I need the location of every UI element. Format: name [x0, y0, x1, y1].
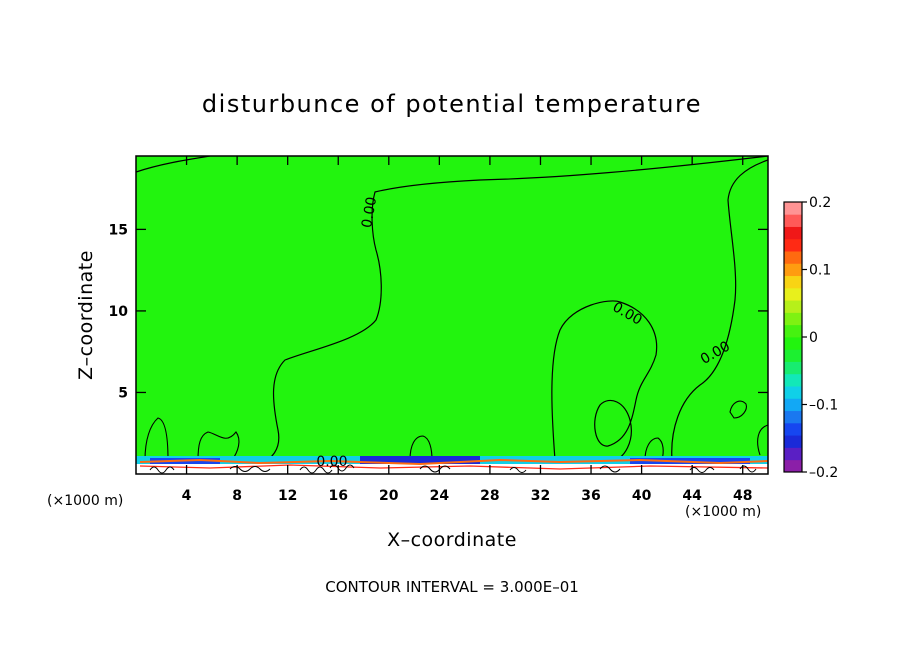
small-contour-c1 — [644, 437, 664, 461]
plot-background — [136, 156, 768, 474]
zero-contour-right — [671, 159, 768, 461]
zero-contour-top-left — [136, 156, 211, 173]
colorbar-swatch-17 — [784, 251, 802, 264]
colorbar-swatch-1 — [784, 447, 802, 461]
colorbar-swatch-15 — [784, 275, 802, 289]
x-tick-label-8: 36 — [581, 488, 600, 504]
colorbar-swatch-16 — [784, 263, 802, 277]
colorbar-swatch-18 — [784, 238, 802, 252]
x-unit-right: (×1000 m) — [685, 504, 761, 520]
colorbar-swatch-2 — [784, 435, 802, 448]
colorbar-tick-label-3: –0.1 — [809, 398, 838, 414]
y-tick-label-2: 15 — [109, 222, 128, 238]
colorbar-swatch-10 — [784, 337, 802, 350]
x-axis-label: X–coordinate — [387, 529, 517, 551]
colorbar-swatch-6 — [784, 386, 802, 399]
colorbar-swatch-3 — [784, 422, 802, 436]
colorbar-tick-label-2: 0 — [809, 330, 818, 346]
colorbar-swatch-13 — [784, 300, 802, 313]
y-axis-ticks: 5 10 15 — [109, 222, 768, 401]
colorbar-swatch-14 — [784, 287, 802, 301]
footer-contour-interval: CONTOUR INTERVAL = 3.000E–01 — [325, 578, 579, 596]
contour-field — [136, 156, 768, 474]
y-axis-label: Z–coordinate — [75, 250, 97, 380]
x-tick-label-7: 32 — [531, 488, 550, 504]
surface-band-squiggles — [149, 464, 757, 474]
chart-title: disturbunce of potential temperature — [202, 90, 702, 118]
contour-label-0: 0.00 — [359, 196, 380, 229]
x-tick-label-4: 20 — [379, 488, 399, 504]
x-tick-label-9: 40 — [632, 488, 652, 504]
colorbar-swatch-8 — [784, 361, 802, 375]
y-tick-label-0: 5 — [118, 385, 128, 401]
colorbar-swatch-20 — [784, 214, 802, 227]
small-contour-left-2 — [197, 431, 240, 461]
surface-band-blue-1 — [150, 458, 220, 468]
x-tick-label-2: 12 — [278, 488, 297, 504]
colorbar-tick-label-1: 0.1 — [809, 263, 831, 279]
colorbar-swatch-5 — [784, 398, 802, 412]
colorbar-tick-label-0: 0.2 — [809, 195, 831, 211]
surface-band-orange — [139, 458, 768, 466]
x-tick-label-1: 8 — [232, 488, 242, 504]
surface-band-blue-2 — [360, 456, 480, 464]
x-unit-left: (×1000 m) — [47, 493, 123, 509]
colorbar-swatch-19 — [784, 226, 802, 240]
y-tick-label-1: 10 — [109, 304, 129, 320]
small-contour-right — [729, 400, 747, 419]
surface-band-white — [136, 464, 768, 474]
x-tick-label-3: 16 — [328, 488, 347, 504]
small-contour-mid — [409, 435, 433, 461]
colorbar-swatch-21 — [784, 202, 802, 215]
x-tick-label-0: 4 — [182, 488, 192, 504]
small-contour-edge — [757, 424, 768, 456]
colorbar-swatch-4 — [784, 410, 802, 424]
colorbar-swatch-0 — [784, 459, 802, 473]
colorbar-swatch-9 — [784, 349, 802, 362]
zero-contour-center-loop — [551, 300, 658, 463]
x-tick-label-6: 28 — [480, 488, 499, 504]
small-contour-left — [144, 417, 169, 461]
colorbar-swatch-11 — [784, 324, 802, 338]
x-tick-label-11: 48 — [733, 488, 752, 504]
x-axis-ticks: 4 8 12 16 20 24 28 32 36 40 44 48 — [182, 156, 752, 504]
surface-band-red — [139, 464, 768, 470]
x-tick-label-10: 44 — [682, 488, 702, 504]
plot-frame — [135, 155, 769, 475]
colorbar — [783, 201, 803, 473]
x-tick-label-5: 24 — [430, 488, 450, 504]
colorbar-swatch-12 — [784, 312, 802, 326]
colorbar-ticks: 0.2 0.1 0 –0.1 –0.2 — [802, 195, 838, 481]
surface-band-blue-3 — [630, 458, 750, 468]
colorbar-tick-label-4: –0.2 — [809, 465, 838, 481]
contour-label-3: 0.00 — [316, 454, 347, 470]
zero-contour-main — [261, 156, 768, 463]
colorbar-swatch-7 — [784, 373, 802, 387]
